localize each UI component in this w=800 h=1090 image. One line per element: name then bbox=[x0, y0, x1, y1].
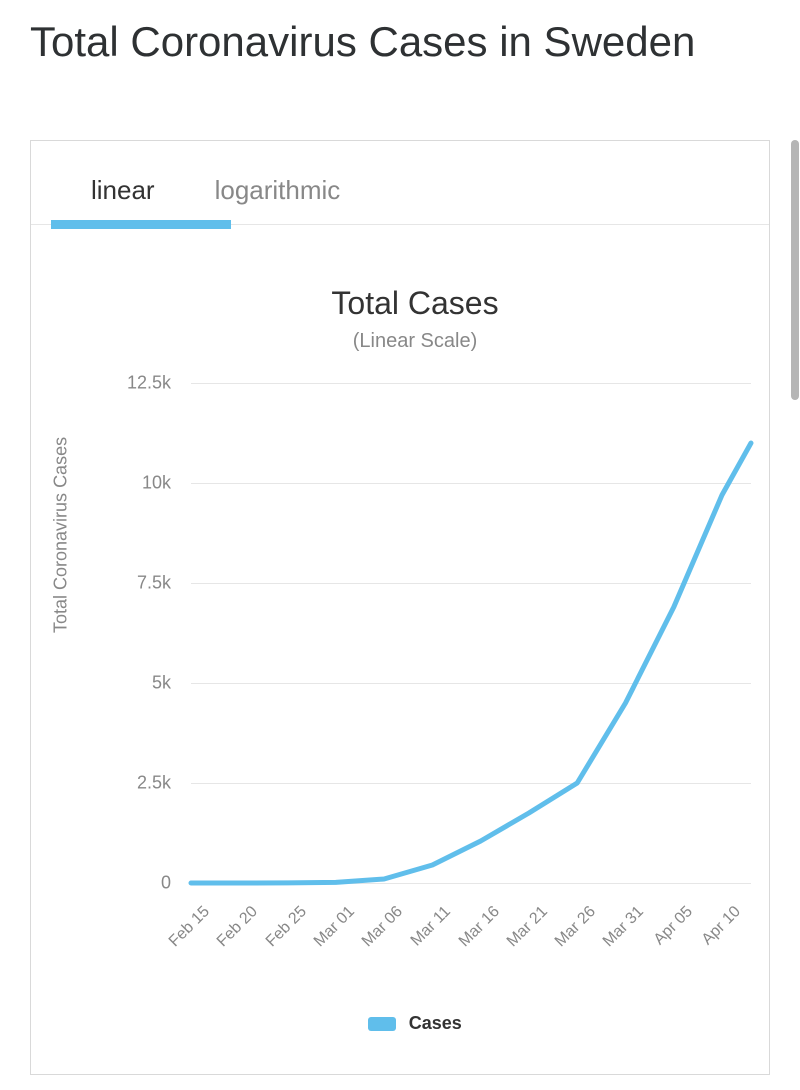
y-axis-title: Total Coronavirus Cases bbox=[51, 437, 72, 633]
y-tick-label: 12.5k bbox=[127, 373, 171, 394]
chart-card: linear logarithmic Total Cases (Linear S… bbox=[30, 140, 770, 1075]
plot-wrap: Total Coronavirus Cases 02.5k5k7.5k10k12… bbox=[91, 383, 739, 893]
legend-swatch bbox=[368, 1017, 396, 1031]
tab-linear[interactable]: linear bbox=[61, 175, 185, 224]
legend-label: Cases bbox=[409, 1013, 462, 1034]
y-tick-label: 10k bbox=[142, 473, 171, 494]
tab-logarithmic[interactable]: logarithmic bbox=[185, 175, 371, 224]
y-axis-labels: 02.5k5k7.5k10k12.5k bbox=[91, 383, 181, 883]
chart-legend: Cases bbox=[91, 1013, 739, 1034]
tab-linear-label: linear bbox=[91, 175, 155, 205]
chart-area: Total Cases (Linear Scale) Total Coronav… bbox=[31, 225, 769, 1034]
y-tick-label: 5k bbox=[152, 673, 171, 694]
scrollbar[interactable] bbox=[790, 140, 800, 440]
y-tick-label: 2.5k bbox=[137, 773, 171, 794]
chart-title: Total Cases bbox=[91, 285, 739, 322]
line-chart-svg bbox=[191, 383, 751, 883]
x-axis-labels: Feb 15Feb 20Feb 25Mar 01Mar 06Mar 11Mar … bbox=[191, 893, 751, 973]
y-tick-label: 7.5k bbox=[137, 573, 171, 594]
tab-logarithmic-label: logarithmic bbox=[215, 175, 341, 205]
y-tick-label: 0 bbox=[161, 873, 171, 894]
page-root: Total Coronavirus Cases in Sweden linear… bbox=[0, 0, 800, 1090]
series-line-cases bbox=[191, 443, 751, 883]
chart-subtitle: (Linear Scale) bbox=[91, 330, 739, 353]
scrollbar-thumb[interactable] bbox=[791, 140, 799, 400]
plot-region bbox=[191, 383, 751, 883]
scale-tabs: linear logarithmic bbox=[31, 141, 769, 225]
page-title: Total Coronavirus Cases in Sweden bbox=[0, 0, 800, 76]
